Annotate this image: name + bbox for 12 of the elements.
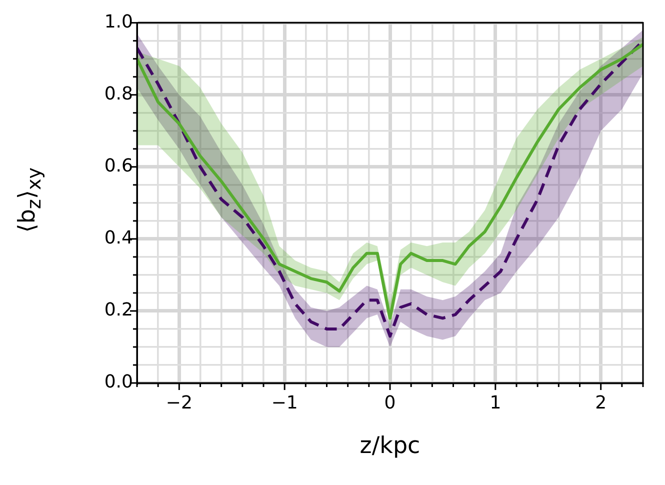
x-tick-label: 2	[595, 392, 607, 414]
x-tick-label: −2	[166, 392, 192, 414]
x-axis-title: z/kpc	[358, 433, 422, 459]
x-tick-label: 0	[384, 392, 396, 414]
x-tick-label: −1	[271, 392, 298, 414]
y-tick-label: 0.4	[104, 228, 133, 249]
y-tick-label: 0.8	[104, 84, 133, 105]
y-tick-label: 0.6	[104, 156, 133, 177]
y-tick-label: 0.0	[104, 372, 133, 393]
y-tick-label: 0.2	[104, 300, 133, 321]
x-tick-label: 1	[490, 392, 502, 414]
y-tick-label: 1.0	[104, 11, 133, 32]
